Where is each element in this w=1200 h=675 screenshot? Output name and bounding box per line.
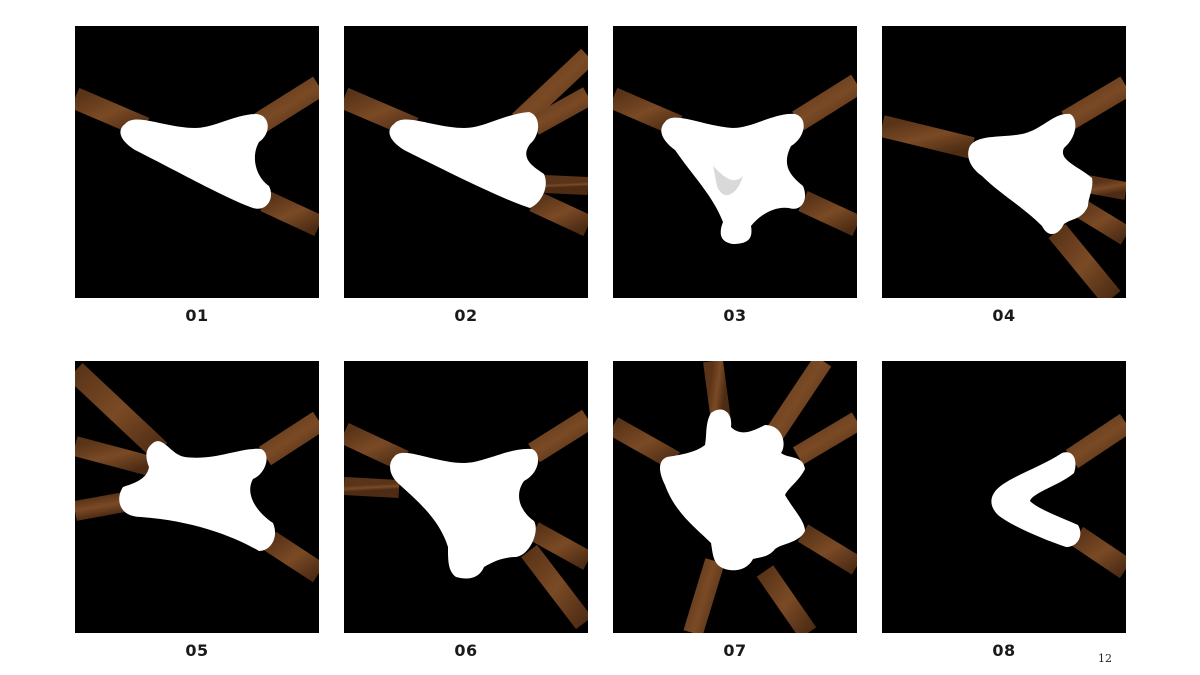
figure-label: 03 — [723, 306, 747, 325]
joint-render-03 — [613, 26, 857, 298]
joint-render-02 — [344, 26, 588, 298]
figure-label: 01 — [185, 306, 209, 325]
figure-label: 08 — [992, 641, 1016, 660]
joint-render-01 — [75, 26, 319, 298]
figure-label: 06 — [454, 641, 478, 660]
page-number: 12 — [1098, 652, 1112, 665]
joint-render-07 — [613, 361, 857, 633]
figure-label: 04 — [992, 306, 1016, 325]
figure-label: 02 — [454, 306, 478, 325]
joint-render-04 — [882, 26, 1126, 298]
joint-render-06 — [344, 361, 588, 633]
joint-render-05 — [75, 361, 319, 633]
figure-label: 05 — [185, 641, 209, 660]
joint-render-08 — [882, 361, 1126, 633]
figure-label: 07 — [723, 641, 747, 660]
